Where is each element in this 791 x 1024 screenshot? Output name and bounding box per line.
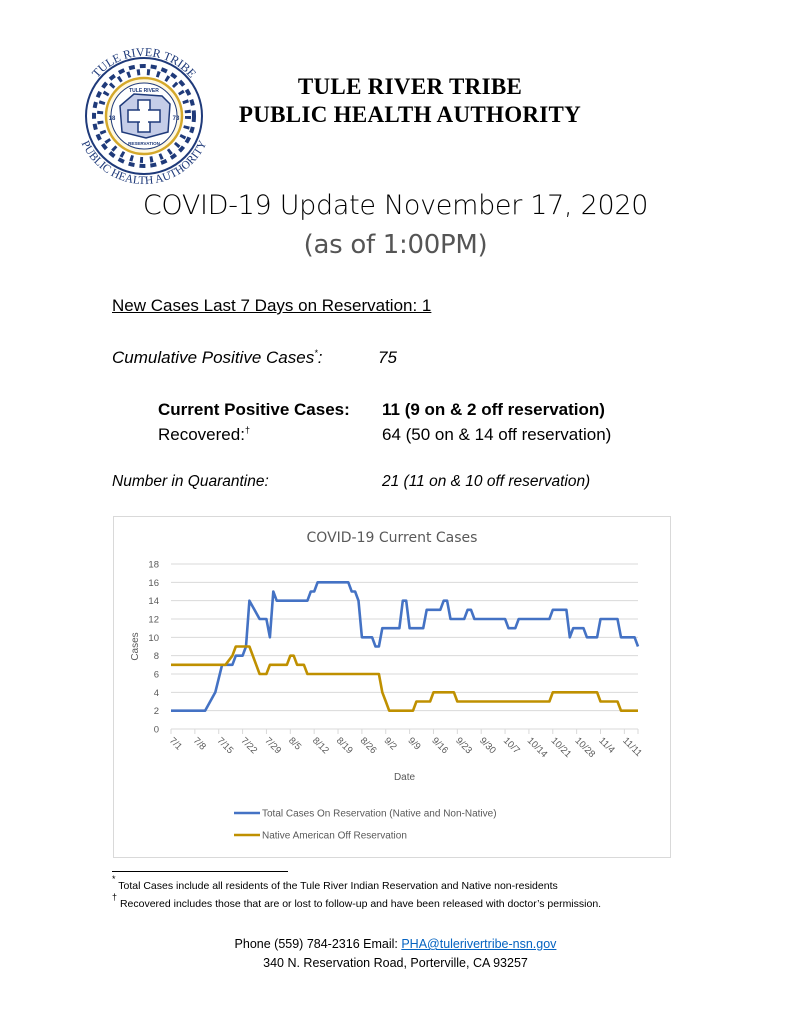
footnote-1: * Total Cases include all residents of t… xyxy=(112,875,558,893)
current-cases-label: Current Positive Cases: xyxy=(158,400,350,419)
org-name-line1: TULE RIVER TRIBE xyxy=(297,74,523,99)
y-tick-label: 8 xyxy=(154,651,159,662)
y-tick-label: 4 xyxy=(154,688,159,699)
legend-label: Native American Off Reservation xyxy=(262,831,407,842)
recovered-label: Recovered:† xyxy=(158,425,250,445)
page-subtitle: (as of 1:00PM) xyxy=(303,230,488,260)
x-tick-label: 10/21 xyxy=(549,735,574,760)
y-axis-label: Cases xyxy=(130,632,141,660)
y-tick-label: 12 xyxy=(148,615,159,626)
y-tick-label: 0 xyxy=(154,725,159,736)
x-tick-label: 7/29 xyxy=(262,735,283,756)
logo-left-year: 18 xyxy=(109,116,116,122)
logo-right-year: 73 xyxy=(173,116,180,122)
logo-inner-bottom: RESERVATION xyxy=(128,141,160,146)
cumulative-label-text: Cumulative Positive Cases xyxy=(112,348,315,367)
x-tick-label: 7/1 xyxy=(167,735,184,752)
y-tick-label: 6 xyxy=(154,670,159,681)
series-on-reservation-line xyxy=(171,581,640,712)
org-name-line2: PUBLIC HEALTH AUTHORITY xyxy=(238,102,582,127)
current-cases-chart: COVID-19 Current Cases 0 2 4 6 8 10 12 14 16 18 Cas… xyxy=(113,516,671,858)
footnote-2-mark: † xyxy=(112,892,118,902)
footnote-divider xyxy=(112,871,288,872)
x-tick-label: 7/15 xyxy=(215,735,236,756)
quarantine-label: Number in Quarantine: xyxy=(112,473,269,490)
x-tick-label: 7/22 xyxy=(238,735,259,756)
email-link[interactable]: PHA@tulerivertribe-nsn.gov xyxy=(401,937,557,951)
footnote-1-text: Total Cases include all residents of the… xyxy=(118,880,558,892)
x-tick-label: 7/8 xyxy=(191,735,208,752)
x-tick-label: 11/11 xyxy=(620,735,644,759)
contact-phone: Phone (559) 784-2316 Email: xyxy=(234,937,402,951)
legend-label: Total Cases On Reservation (Native and N… xyxy=(262,809,497,820)
y-tick-label: 10 xyxy=(148,633,159,644)
x-tick-label: 8/26 xyxy=(358,735,379,756)
x-tick-label: 8/5 xyxy=(286,735,303,752)
x-tick-label: 10/14 xyxy=(525,735,550,760)
footnote-2-text: Recovered includes those that are or los… xyxy=(119,898,602,910)
y-tick-label: 2 xyxy=(154,706,159,717)
y-tick-label: 14 xyxy=(148,596,159,607)
y-tick-label: 18 xyxy=(148,560,159,571)
recovered-value: 64 (50 on & 14 off reservation) xyxy=(382,425,612,444)
x-tick-label: 9/23 xyxy=(453,735,474,756)
cumulative-cases-label: Cumulative Positive Cases*: xyxy=(112,348,322,368)
cumulative-colon: : xyxy=(317,348,323,367)
x-tick-label: 9/30 xyxy=(477,735,498,756)
footnote-2: † Recovered includes those that are or l… xyxy=(112,893,602,911)
footnote-ref-dagger: † xyxy=(244,425,250,435)
x-tick-label: 9/16 xyxy=(429,735,450,756)
current-cases-value: 11 (9 on & 2 off reservation) xyxy=(382,400,605,419)
series-off-reservation-line xyxy=(171,645,638,712)
x-tick-label: 11/4 xyxy=(596,735,616,755)
x-tick-label: 10/7 xyxy=(501,735,522,756)
x-tick-label: 9/2 xyxy=(382,735,399,752)
x-tick-label: 8/19 xyxy=(334,735,355,756)
chart-title: COVID-19 Current Cases xyxy=(307,530,478,546)
recovered-label-text: Recovered: xyxy=(158,425,245,444)
chart-canvas: COVID-19 Current Cases 0 2 4 6 8 10 12 14 16 18 Cas… xyxy=(130,530,644,842)
x-tick-label: 9/9 xyxy=(405,735,422,752)
x-axis-label: Date xyxy=(394,772,416,783)
quarantine-value: 21 (11 on & 10 off reservation) xyxy=(382,473,591,490)
cumulative-cases-value: 75 xyxy=(378,348,397,367)
organization-logo: TULE RIVER TRIBE PUBLIC HEALTH AUTHORITY… xyxy=(62,34,226,198)
logo-inner-top: TULE RIVER xyxy=(129,88,159,94)
footnote-1-mark: * xyxy=(112,874,116,884)
x-tick-label: 8/12 xyxy=(310,735,331,756)
x-tick-label: 10/28 xyxy=(573,735,598,760)
page-title: COVID-19 Update November 17, 2020 xyxy=(142,190,649,221)
contact-address: 340 N. Reservation Road, Porterville, CA… xyxy=(263,956,528,970)
footnote-ref-asterisk: * xyxy=(314,348,318,358)
new-cases-heading: New Cases Last 7 Days on Reservation: 1 xyxy=(112,296,432,315)
contact-line: Phone (559) 784-2316 Email: PHA@tulerive… xyxy=(0,937,791,951)
y-tick-label: 16 xyxy=(148,578,159,589)
